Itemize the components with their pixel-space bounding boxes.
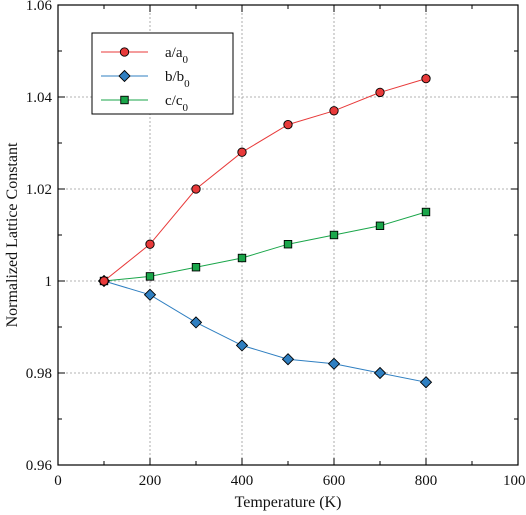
legend-label-subscript: 0 bbox=[182, 102, 188, 114]
series-line bbox=[103, 78, 427, 282]
legend-label-main: c/c bbox=[165, 93, 183, 109]
series-diamond bbox=[97, 274, 433, 389]
y-tick-label: 0.96 bbox=[26, 458, 53, 474]
y-tick-label: 1.06 bbox=[26, 0, 53, 14]
data-point bbox=[99, 276, 109, 286]
data-point bbox=[375, 87, 385, 98]
series-line bbox=[103, 211, 427, 282]
data-point bbox=[421, 207, 431, 217]
legend-label-subscript: 0 bbox=[184, 78, 190, 90]
data-point bbox=[237, 253, 247, 263]
legend-marker bbox=[118, 69, 131, 83]
legend-label: b/b0 bbox=[165, 69, 190, 90]
data-point bbox=[375, 221, 385, 231]
x-tick-label: 400 bbox=[231, 473, 254, 489]
data-point bbox=[373, 366, 387, 380]
x-tick-label: 600 bbox=[323, 473, 346, 489]
data-point bbox=[143, 288, 157, 301]
legend-marker bbox=[119, 47, 130, 57]
y-tick-label: 0.98 bbox=[26, 366, 52, 382]
data-point bbox=[283, 119, 293, 130]
y-tick-label: 1 bbox=[45, 274, 53, 290]
legend-label: c/c0 bbox=[165, 93, 188, 114]
data-point bbox=[327, 357, 341, 370]
data-point bbox=[189, 316, 203, 329]
data-point bbox=[191, 184, 201, 194]
data-point bbox=[237, 147, 247, 157]
data-point bbox=[283, 239, 293, 249]
data-point bbox=[421, 73, 431, 84]
x-tick-label: 200 bbox=[139, 473, 162, 489]
data-point bbox=[419, 376, 433, 389]
data-point bbox=[191, 263, 201, 272]
legend-box bbox=[91, 32, 234, 115]
x-tick-label: 800 bbox=[415, 473, 438, 489]
series-line bbox=[103, 280, 427, 383]
legend-label-main: b/b bbox=[165, 69, 184, 85]
x-axis-title: Temperature (K) bbox=[235, 494, 342, 511]
y-tick-label: 1.02 bbox=[26, 182, 52, 198]
data-point bbox=[281, 353, 295, 366]
legend: a/a0b/b0c/c0 bbox=[91, 32, 234, 115]
x-tick-label: 0 bbox=[54, 473, 62, 489]
y-axis-title: Normalized Lattice Constant bbox=[4, 142, 21, 327]
data-point bbox=[329, 230, 339, 240]
data-point bbox=[145, 272, 155, 281]
series-circle bbox=[99, 73, 431, 286]
data-point bbox=[235, 339, 249, 352]
data-point bbox=[145, 239, 155, 249]
y-tick-label: 1.04 bbox=[26, 90, 53, 106]
legend-label-main: a/a bbox=[165, 45, 183, 61]
legend-label: a/a0 bbox=[165, 45, 188, 66]
legend-label-subscript: 0 bbox=[182, 54, 188, 66]
data-point bbox=[329, 106, 339, 116]
legend-marker bbox=[120, 95, 129, 105]
series-layer bbox=[97, 73, 433, 389]
